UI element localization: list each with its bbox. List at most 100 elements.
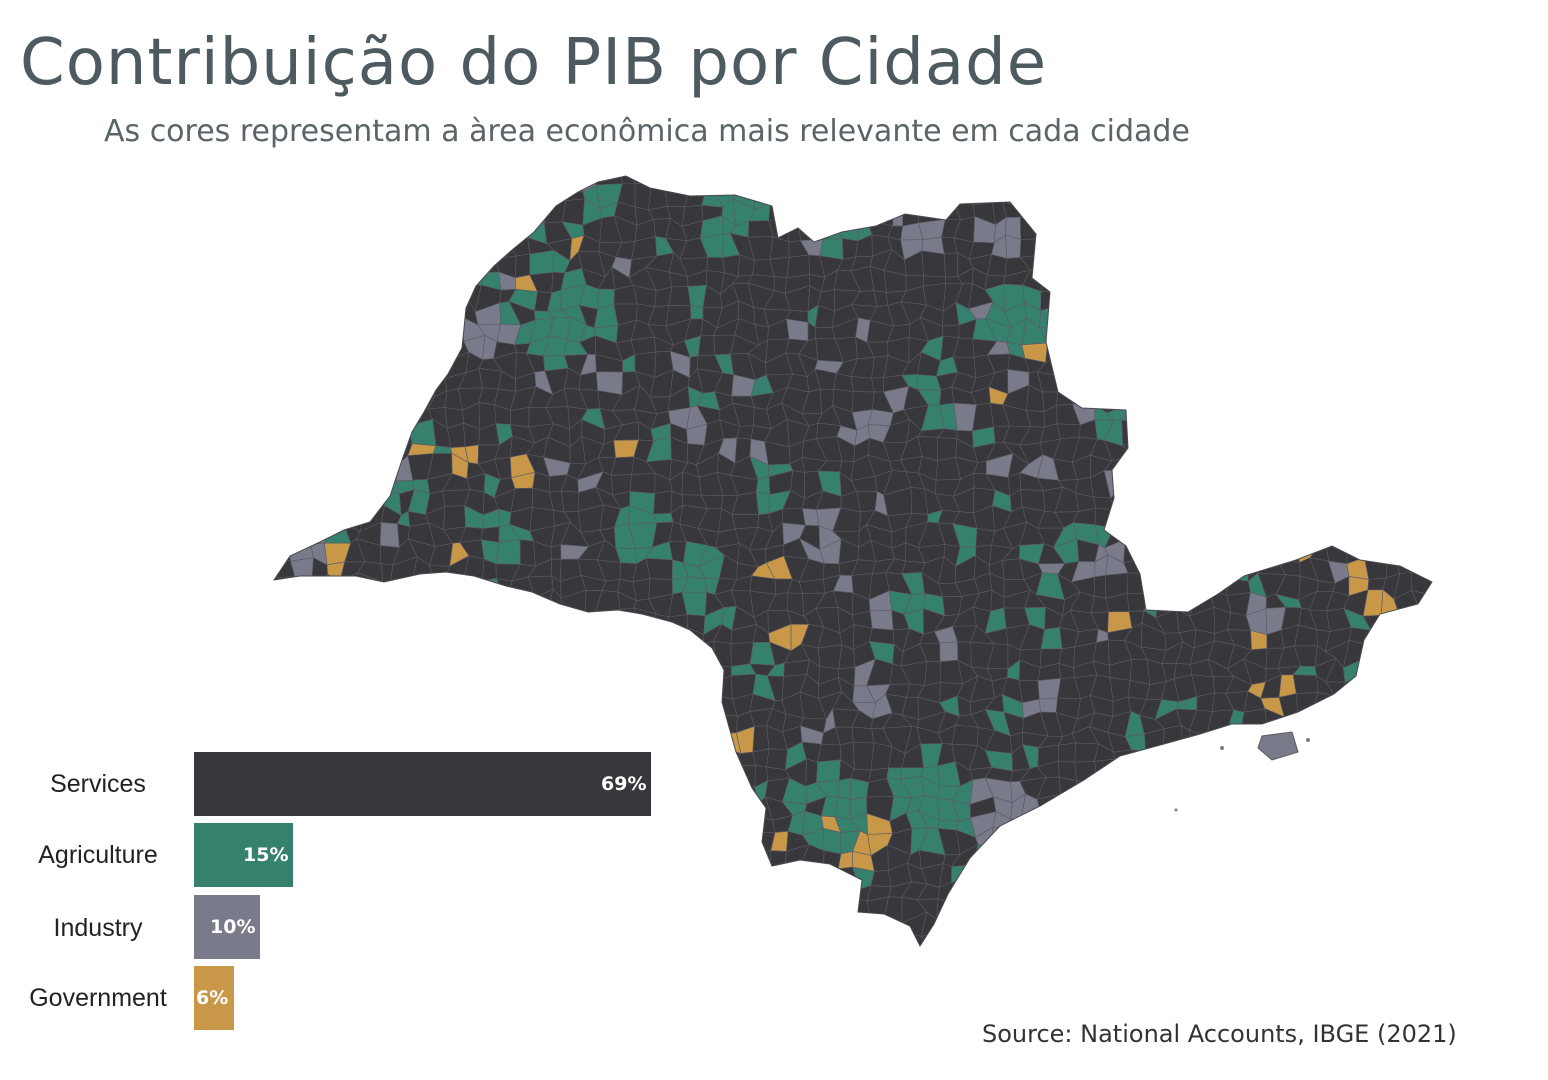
municipality-services: [1138, 373, 1162, 389]
municipality-services: [379, 950, 392, 975]
municipality-services: [1213, 833, 1230, 851]
municipality-services: [619, 176, 636, 185]
municipality-services: [307, 921, 332, 931]
municipality-services: [409, 231, 433, 259]
municipality-agriculture: [652, 512, 674, 524]
municipality-services: [1240, 509, 1268, 528]
municipality-services: [1382, 848, 1401, 865]
municipality-services: [407, 658, 433, 675]
municipality-industry: [529, 662, 556, 683]
municipality-services: [870, 870, 892, 888]
municipality-agriculture: [951, 864, 974, 884]
municipality-industry: [379, 522, 400, 548]
municipality-services: [1057, 828, 1082, 849]
municipality-services: [278, 287, 296, 305]
municipality-services: [1107, 340, 1134, 359]
municipality-agriculture: [305, 865, 325, 885]
municipality-services: [1335, 795, 1349, 821]
municipality-services: [1018, 861, 1048, 885]
municipality-services: [1294, 267, 1315, 293]
municipality-services: [687, 694, 708, 713]
municipality-services: [1214, 301, 1225, 328]
municipality-services: [512, 879, 535, 906]
municipality-services: [1290, 219, 1321, 238]
municipality-services: [788, 879, 808, 896]
municipality-services: [326, 611, 351, 633]
municipality-services: [1212, 219, 1233, 244]
municipality-services: [442, 725, 467, 750]
municipality-services: [396, 698, 415, 714]
municipality-services: [409, 352, 435, 376]
municipality-services: [1438, 454, 1454, 480]
municipality-services: [1412, 421, 1432, 445]
municipality-services: [361, 592, 378, 611]
municipality-agriculture: [495, 539, 521, 565]
municipality-services: [294, 509, 317, 525]
municipality-services: [545, 919, 564, 937]
municipality-services: [373, 374, 402, 395]
municipality-services: [1145, 385, 1166, 412]
municipality-services: [612, 915, 638, 942]
municipality-services: [1327, 758, 1352, 787]
municipality-services: [1211, 453, 1226, 478]
municipality-services: [480, 610, 502, 633]
municipality-agriculture: [502, 176, 519, 190]
municipality-services: [1189, 176, 1218, 188]
municipality-services: [649, 894, 670, 916]
municipality-services: [1176, 386, 1201, 408]
municipality-agriculture: [1224, 557, 1249, 582]
municipality-services: [462, 945, 480, 946]
municipality-services: [1192, 912, 1213, 937]
municipality-services: [939, 386, 955, 406]
municipality-services: [578, 928, 599, 946]
municipality-services: [1293, 929, 1317, 946]
municipality-cells: [273, 175, 1454, 975]
municipality-services: [356, 320, 379, 341]
municipality-services: [343, 714, 361, 735]
municipality-services: [340, 320, 362, 341]
municipality-services: [994, 932, 1014, 946]
municipality-services: [987, 917, 1015, 941]
municipality-services: [413, 205, 435, 222]
municipality-services: [425, 182, 451, 211]
municipality-services: [1262, 334, 1282, 361]
municipality-industry: [1194, 863, 1215, 887]
municipality-agriculture: [545, 931, 562, 946]
municipality-services: [1156, 337, 1182, 358]
municipality-services: [799, 877, 828, 897]
municipality-services: [1172, 419, 1192, 449]
municipality-services: [323, 370, 347, 394]
municipality-industry: [1036, 935, 1066, 946]
municipality-services: [295, 625, 317, 650]
municipality-services: [561, 176, 584, 193]
municipality-services: [990, 879, 1006, 903]
municipality-services: [1146, 844, 1165, 873]
municipality-services: [1208, 282, 1227, 312]
municipality-services: [393, 205, 415, 222]
municipality-services: [1314, 385, 1331, 407]
municipality-services: [323, 645, 344, 669]
municipality-services: [306, 215, 333, 239]
municipality-services: [326, 419, 352, 448]
municipality-services: [1392, 509, 1419, 534]
municipality-services: [595, 176, 623, 186]
municipality-services: [339, 901, 365, 921]
municipality-services: [1171, 784, 1197, 804]
municipality-services: [341, 877, 363, 903]
municipality-services: [577, 713, 596, 738]
municipality-services: [701, 176, 725, 190]
municipality-services: [837, 176, 860, 189]
municipality-services: [442, 945, 465, 946]
municipality-services: [1380, 438, 1398, 460]
municipality-services: [613, 832, 637, 855]
municipality-services: [684, 762, 708, 783]
municipality-industry: [867, 409, 894, 427]
municipality-industry: [892, 201, 904, 227]
municipality-services: [1207, 514, 1229, 534]
municipality-services: [412, 292, 433, 311]
municipality-services: [596, 878, 619, 906]
municipality-services: [613, 696, 640, 713]
municipality-services: [1259, 884, 1283, 906]
municipality-services: [479, 725, 502, 752]
municipality-services: [1243, 542, 1267, 559]
